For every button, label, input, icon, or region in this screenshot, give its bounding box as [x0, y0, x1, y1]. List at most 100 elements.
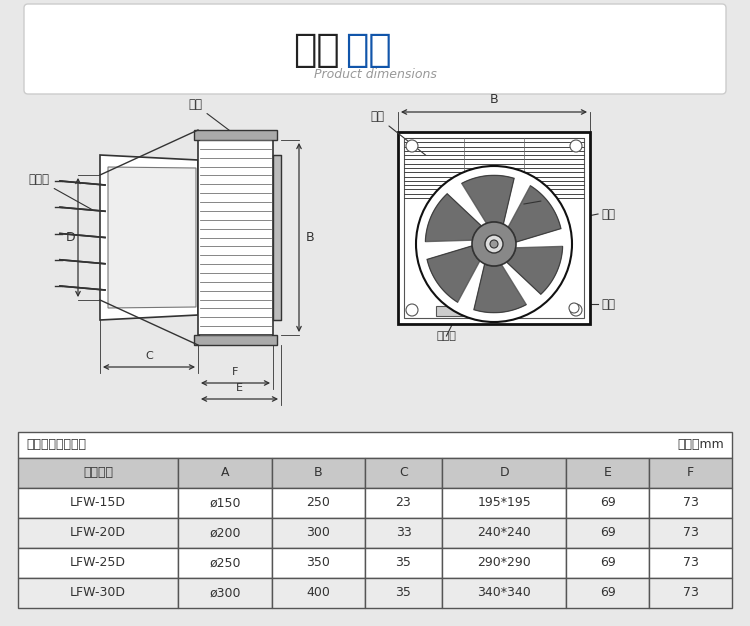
Text: 69: 69: [600, 587, 616, 600]
Text: 网罩: 网罩: [370, 110, 426, 155]
Bar: [364, 458, 442, 488]
Bar: [272, 488, 364, 518]
Text: 69: 69: [600, 526, 616, 540]
Bar: [18, 578, 178, 608]
Text: 69: 69: [600, 557, 616, 570]
Polygon shape: [108, 167, 196, 308]
Bar: [178, 548, 272, 578]
Text: F: F: [232, 367, 238, 377]
Text: B: B: [490, 93, 498, 106]
Text: 340*340: 340*340: [478, 587, 531, 600]
Text: 商品货号: 商品货号: [83, 466, 113, 480]
Bar: [566, 488, 650, 518]
Text: 单位：mm: 单位：mm: [677, 438, 724, 451]
Bar: [272, 578, 364, 608]
Text: B: B: [314, 466, 322, 480]
Bar: [272, 548, 364, 578]
Bar: [18, 488, 178, 518]
Circle shape: [406, 304, 418, 316]
Text: D: D: [500, 466, 509, 480]
Bar: [178, 578, 272, 608]
Text: 33: 33: [395, 526, 411, 540]
Bar: [436, 306, 523, 316]
Text: 百叶片: 百叶片: [28, 173, 92, 210]
Bar: [442, 518, 566, 548]
Bar: [178, 488, 272, 518]
Bar: [18, 432, 732, 458]
Bar: [566, 578, 650, 608]
Bar: [18, 548, 178, 578]
Bar: [404, 138, 584, 318]
Bar: [442, 548, 566, 578]
Text: ø250: ø250: [209, 557, 241, 570]
Text: ø300: ø300: [209, 587, 241, 600]
Bar: [442, 488, 566, 518]
Polygon shape: [506, 247, 562, 294]
Text: LFW-25D: LFW-25D: [70, 557, 126, 570]
Text: ø150: ø150: [209, 496, 241, 510]
Polygon shape: [509, 186, 561, 242]
Bar: [650, 488, 732, 518]
Text: F: F: [687, 466, 694, 480]
Text: 400: 400: [306, 587, 330, 600]
Polygon shape: [425, 194, 482, 242]
Text: 产品: 产品: [293, 31, 340, 69]
Circle shape: [485, 235, 503, 253]
Bar: [18, 458, 178, 488]
Text: ø200: ø200: [209, 526, 241, 540]
Circle shape: [416, 166, 572, 322]
Text: 300: 300: [306, 526, 330, 540]
Bar: [18, 518, 178, 548]
Text: 外形及部件尺寸：: 外形及部件尺寸：: [26, 438, 86, 451]
Bar: [178, 458, 272, 488]
Text: 240*240: 240*240: [478, 526, 531, 540]
Circle shape: [490, 240, 498, 248]
Bar: [566, 548, 650, 578]
Bar: [198, 140, 273, 335]
Text: C: C: [146, 351, 153, 361]
Text: 尺寸: 尺寸: [345, 31, 392, 69]
Text: LFW-30D: LFW-30D: [70, 587, 126, 600]
Bar: [442, 578, 566, 608]
Text: LFW-15D: LFW-15D: [70, 496, 126, 510]
Text: 73: 73: [682, 496, 698, 510]
Bar: [398, 132, 590, 324]
Text: A: A: [529, 195, 538, 208]
Text: 250: 250: [306, 496, 330, 510]
Text: 35: 35: [395, 587, 412, 600]
Text: 350: 350: [306, 557, 330, 570]
Text: 23: 23: [395, 496, 411, 510]
Bar: [650, 578, 732, 608]
Text: 73: 73: [682, 557, 698, 570]
Polygon shape: [427, 246, 480, 302]
Text: C: C: [399, 466, 408, 480]
Bar: [364, 578, 442, 608]
Bar: [272, 518, 364, 548]
Circle shape: [570, 304, 582, 316]
Text: 73: 73: [682, 526, 698, 540]
Polygon shape: [100, 155, 198, 320]
Text: 接油槽: 接油槽: [436, 331, 456, 341]
Circle shape: [570, 140, 582, 152]
Bar: [273, 155, 281, 320]
Text: D: D: [66, 231, 76, 244]
Text: A: A: [220, 466, 230, 480]
Bar: [178, 518, 272, 548]
Polygon shape: [462, 175, 514, 224]
Text: 风叶: 风叶: [601, 207, 615, 220]
Text: 290*290: 290*290: [478, 557, 531, 570]
Text: 面罩: 面罩: [601, 297, 615, 310]
Bar: [272, 458, 364, 488]
Polygon shape: [474, 264, 526, 312]
Text: E: E: [236, 383, 243, 393]
FancyBboxPatch shape: [24, 4, 726, 94]
Bar: [194, 335, 277, 345]
Text: 195*195: 195*195: [478, 496, 531, 510]
Bar: [364, 548, 442, 578]
Text: Product dimensions: Product dimensions: [314, 68, 436, 81]
Bar: [442, 458, 566, 488]
Circle shape: [569, 303, 579, 313]
Bar: [566, 518, 650, 548]
Text: 73: 73: [682, 587, 698, 600]
Bar: [650, 548, 732, 578]
